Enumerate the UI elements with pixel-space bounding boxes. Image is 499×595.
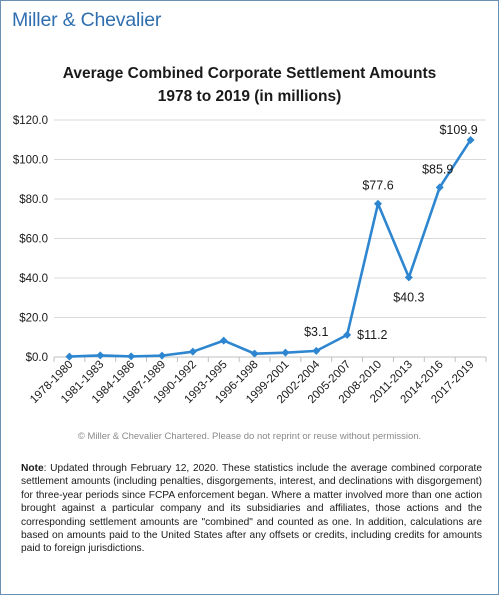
footnote-label: Note [21,463,44,474]
y-tick-label: $80.0 [19,194,48,206]
data-point-marker [158,351,166,360]
y-tick-label: $20.0 [19,313,48,325]
data-point-marker [281,348,290,357]
data-point-marker [65,352,74,361]
data-label: $109.9 [439,123,477,137]
series-line [69,139,472,358]
data-point-marker [343,330,352,339]
company-logo: Miller & Chevalier [12,9,162,31]
data-label: $11.2 [357,328,387,342]
data-point-marker [466,135,475,144]
data-point-marker [219,336,228,345]
data-point-marker [374,199,382,208]
data-label: $40.3 [393,290,424,304]
data-point-marker [188,347,197,356]
data-label: $3.1 [304,325,328,339]
data-point-marker [312,346,321,355]
footnote: Note: Updated through February 12, 2020.… [21,462,482,556]
data-point-marker [96,351,105,360]
line-chart: $0.0$20.0$40.0$60.0$80.0$100.0$120.01978… [13,115,487,406]
data-point-marker [435,183,444,192]
footnote-text: : Updated through February 12, 2020. The… [21,463,482,555]
y-tick-label: $100.0 [13,155,48,167]
chart-title-line-1: Average Combined Corporate Settlement Am… [62,65,437,82]
y-tick-label: $0.0 [26,352,48,364]
data-point-marker [127,352,136,361]
data-point-marker [404,273,413,282]
y-tick-label: $40.0 [19,273,48,285]
data-label: $85.9 [422,162,453,176]
copyright-notice: © Miller & Chevalier Chartered. Please d… [77,431,422,442]
y-tick-label: $120.0 [13,115,48,127]
y-tick-label: $60.0 [19,234,48,246]
data-point-marker [250,349,259,358]
data-label: $77.6 [362,179,393,193]
chart-title-line-2: 1978 to 2019 (in millions) [157,88,342,105]
